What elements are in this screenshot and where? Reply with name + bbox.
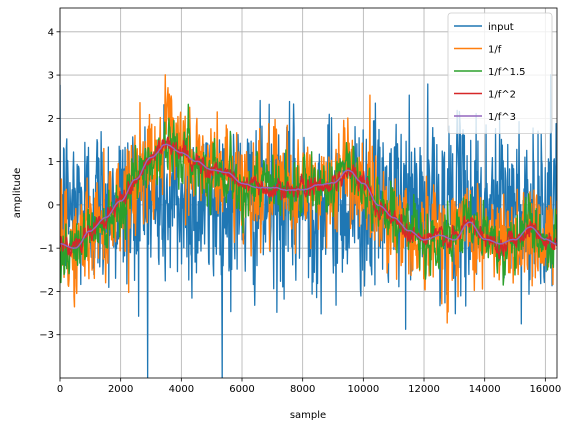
x-axis-label: sample xyxy=(290,410,326,421)
legend-label: 1/f^3 xyxy=(488,112,516,123)
series-layer xyxy=(60,74,557,378)
y-tick-label: −2 xyxy=(39,287,54,298)
x-tick-label: 6000 xyxy=(229,384,254,395)
y-tick-label: 3 xyxy=(48,71,54,82)
legend-label: 1/f^1.5 xyxy=(488,67,526,78)
x-tick-label: 14000 xyxy=(469,384,501,395)
x-tick-label: 12000 xyxy=(408,384,440,395)
x-tick-label: 10000 xyxy=(347,384,379,395)
legend: input 1/f 1/f^1.5 1/f^2 1/f^3 xyxy=(447,12,553,134)
plot-frame xyxy=(59,7,558,379)
y-axis-label: amplitude xyxy=(12,168,23,219)
y-tick-label: 0 xyxy=(48,200,54,211)
y-tick-label: −1 xyxy=(39,244,54,255)
series-line-1-f-2 xyxy=(60,136,557,260)
series-line-1-f xyxy=(60,74,557,324)
legend-label: input xyxy=(488,22,514,33)
x-tick-label: 8000 xyxy=(290,384,315,395)
y-tick-label: −3 xyxy=(39,330,54,341)
y-tick-label: 2 xyxy=(48,114,54,125)
legend-box xyxy=(447,12,553,134)
ticks: 0 2000 4000 6000 8000 10000 12000 14000 16000 −3 −… xyxy=(39,27,561,395)
legend-label: 1/f^2 xyxy=(488,90,516,101)
series-line-1-f-3 xyxy=(60,143,557,249)
legend-label: 1/f xyxy=(488,45,502,56)
x-tick-label: 2000 xyxy=(108,384,133,395)
y-tick-label: 1 xyxy=(48,157,54,168)
y-tick-label: 4 xyxy=(48,27,54,38)
x-tick-label: 16000 xyxy=(529,384,561,395)
x-tick-label: 4000 xyxy=(169,384,194,395)
x-tick-label: 0 xyxy=(57,384,63,395)
